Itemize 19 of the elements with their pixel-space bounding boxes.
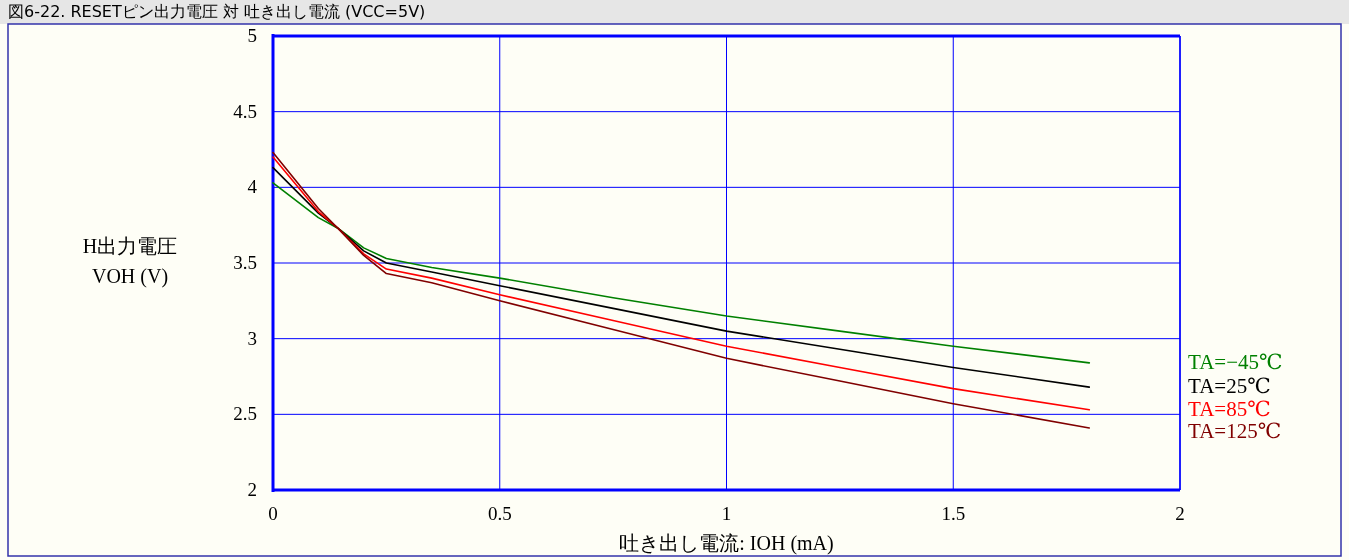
y-tick-label: 4.5 — [233, 100, 257, 122]
text: TA=25℃ — [1188, 374, 1271, 399]
text: TA=−45℃ — [1188, 349, 1283, 374]
x-tick-label: 0.5 — [487, 503, 512, 524]
x-tick-label: 1.5 — [941, 503, 966, 524]
y-tick-label: 4 — [247, 176, 258, 198]
x-tick-label: 0 — [268, 503, 278, 524]
y-tick-label: 3 — [247, 327, 257, 349]
x-axis-title: 吐き出し電流: IOH (mA) — [619, 532, 834, 555]
y-tick-label: 3.5 — [233, 252, 257, 273]
y-tick-label: 5 — [247, 25, 257, 46]
chart-title: 図6-22. RESETピン出力電圧 対 吐き出し電流 (VCC=5V) — [8, 2, 426, 21]
text: TA=85℃ — [1188, 396, 1271, 421]
y-tick-label: 2 — [247, 479, 257, 500]
text: TA=125℃ — [1188, 418, 1282, 443]
y-tick-label: 2.5 — [233, 403, 257, 425]
x-tick-label: 1 — [721, 503, 732, 524]
y-axis-title: H出力電圧 VOH (V) — [82, 235, 178, 288]
x-tick-label: 2 — [1175, 503, 1185, 524]
